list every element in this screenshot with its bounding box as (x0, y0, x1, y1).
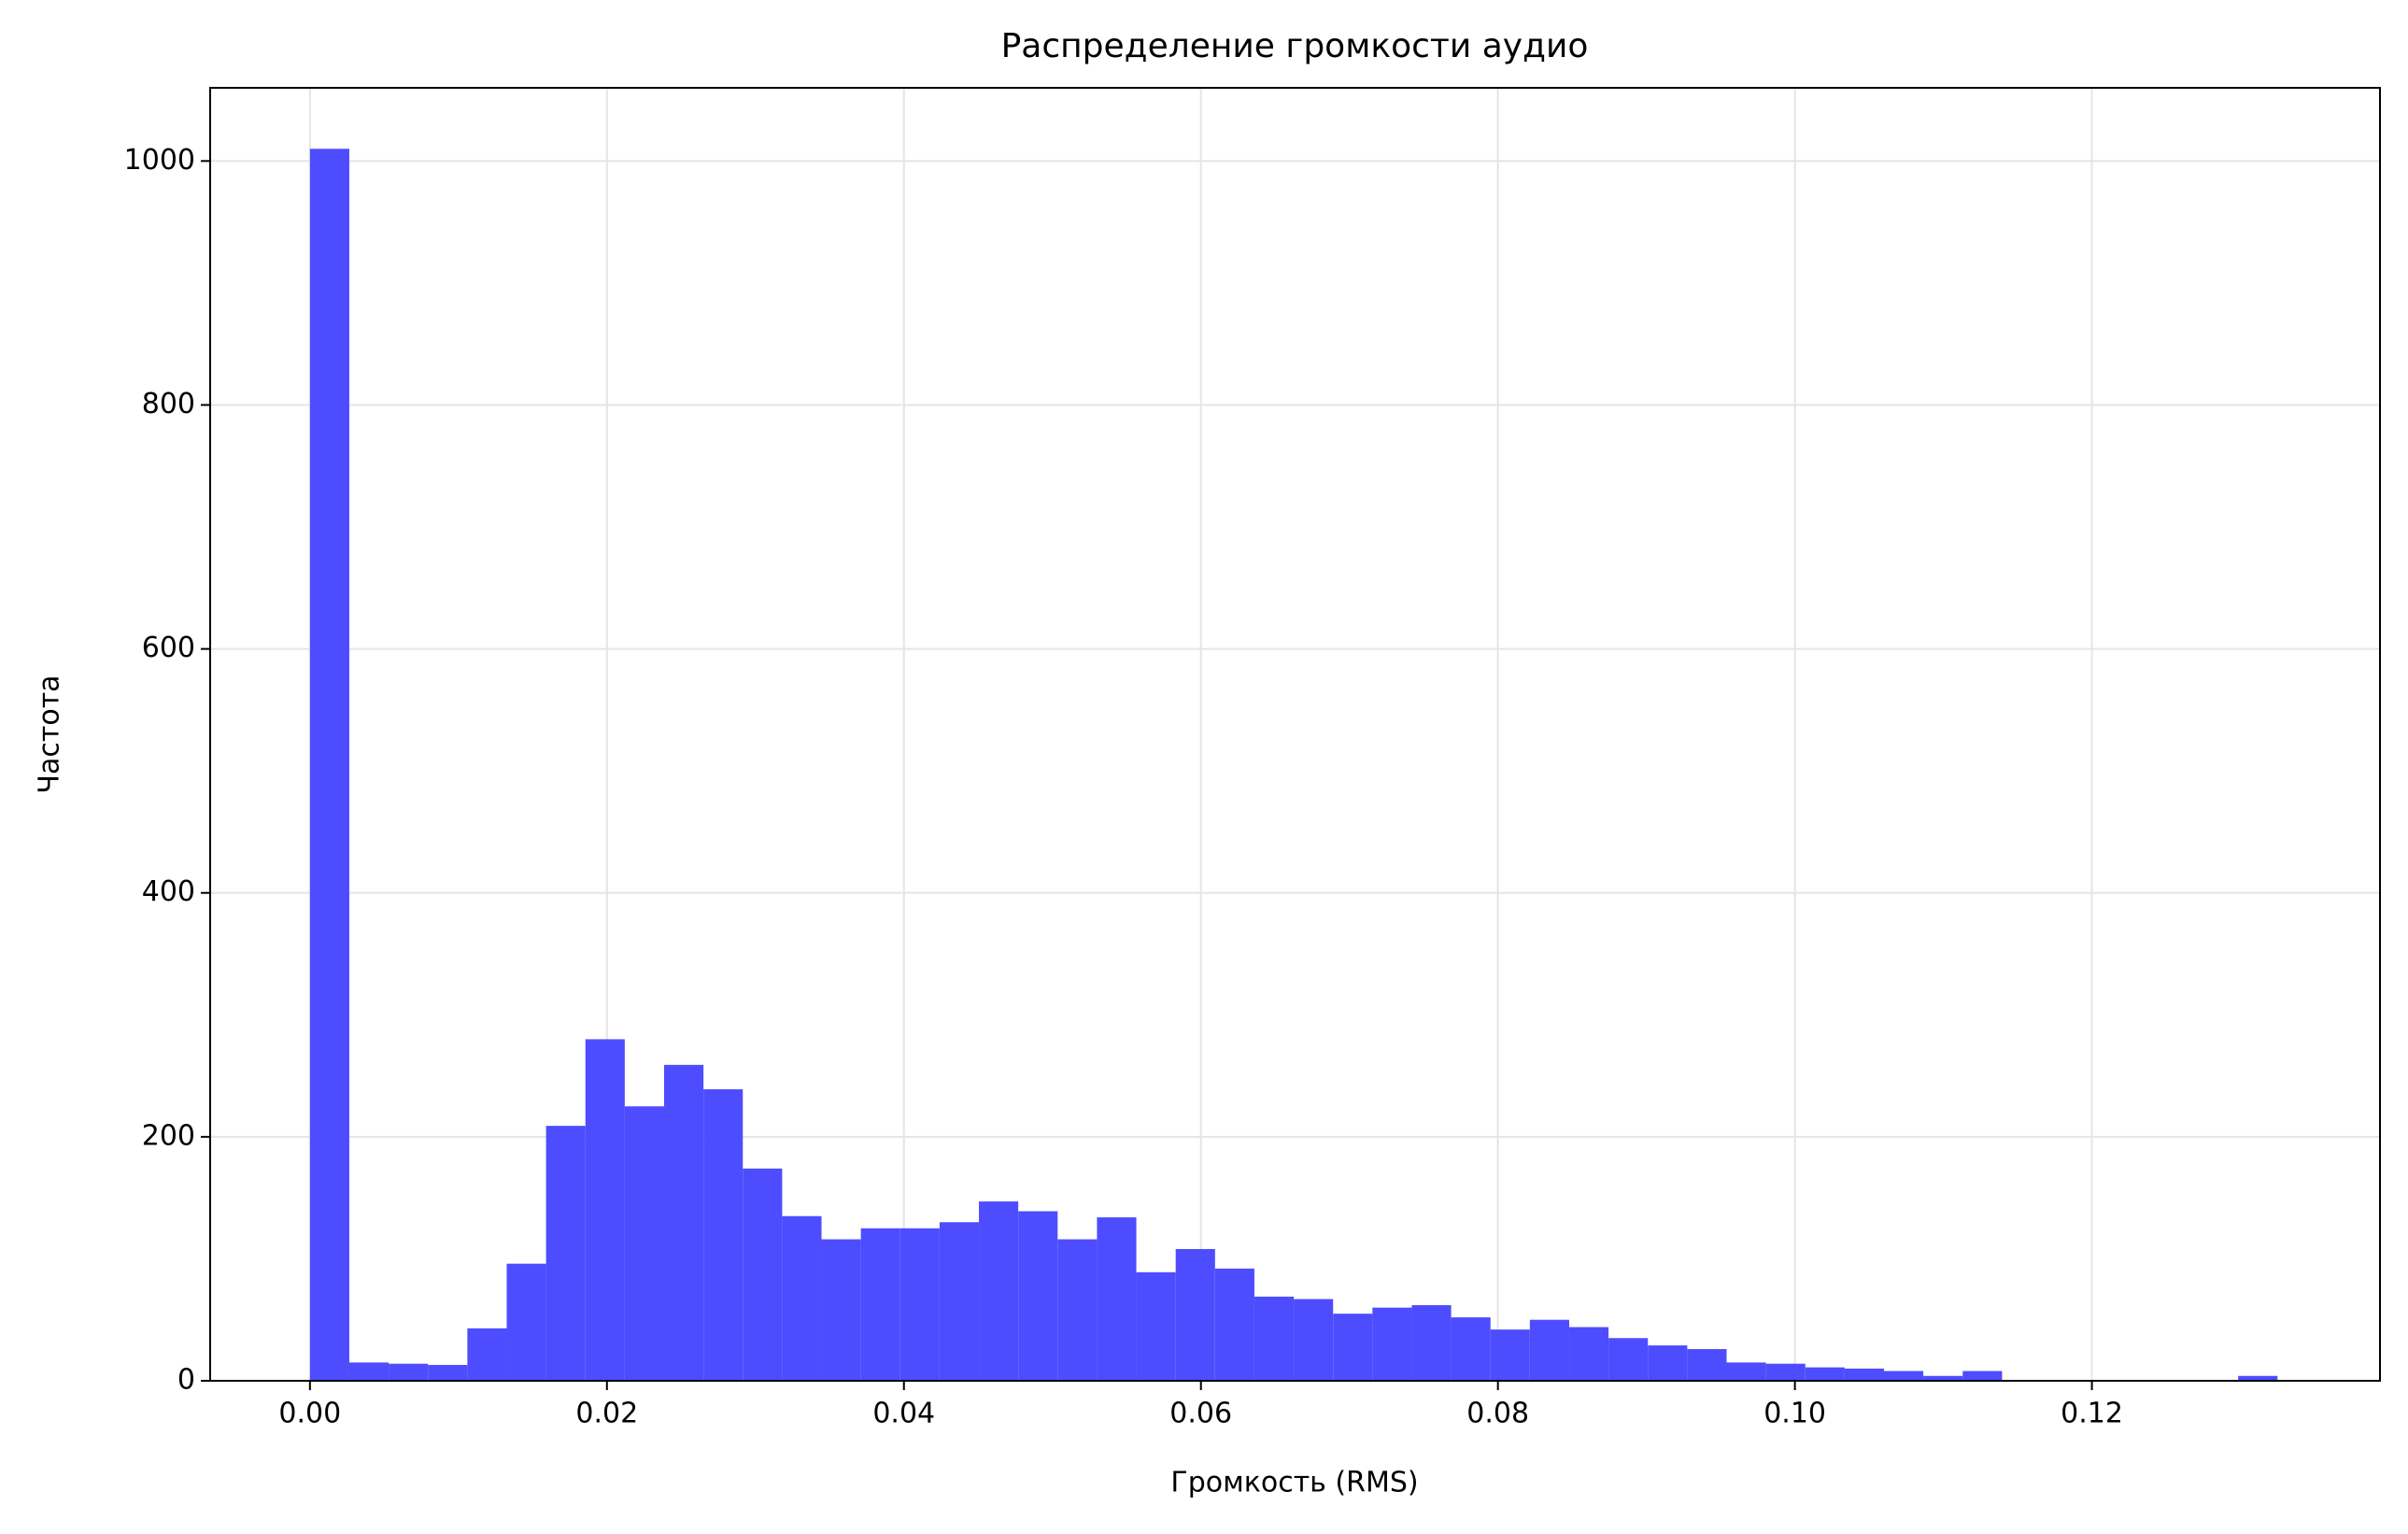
bar (348, 1362, 390, 1381)
bar (782, 1215, 822, 1381)
x-tick-label: 0.08 (1466, 1398, 1529, 1430)
bar (428, 1365, 468, 1381)
bar (389, 1363, 429, 1381)
y-axis-label: Частота (34, 675, 66, 793)
bar (1411, 1305, 1452, 1381)
bar (1529, 1319, 1569, 1381)
bar (1765, 1363, 1806, 1381)
bar (309, 149, 349, 1382)
x-tick-label: 0.00 (278, 1398, 341, 1430)
x-tick-label: 0.10 (1764, 1398, 1826, 1430)
bar (1805, 1367, 1845, 1381)
bar (1294, 1299, 1334, 1381)
y-tick-label: 400 (142, 875, 195, 908)
bar (1372, 1307, 1412, 1381)
bar (1608, 1338, 1649, 1381)
x-tick-label: 0.12 (2061, 1398, 2123, 1430)
bar (1648, 1345, 1688, 1381)
bar (1136, 1271, 1176, 1381)
bar (1923, 1375, 1963, 1381)
bar (1568, 1327, 1609, 1381)
bar (624, 1106, 664, 1381)
bar (467, 1328, 507, 1381)
bar (1097, 1217, 1137, 1381)
x-tick-label: 0.06 (1169, 1398, 1232, 1430)
bar (1962, 1371, 2003, 1381)
bar (860, 1228, 900, 1381)
y-tick-label: 200 (142, 1119, 195, 1152)
y-tick-label: 800 (142, 388, 195, 420)
bar (979, 1201, 1019, 1381)
bar (1884, 1371, 1924, 1381)
bar (1333, 1314, 1373, 1381)
y-tick-label: 600 (142, 632, 195, 664)
bar (743, 1168, 783, 1381)
bar (703, 1088, 744, 1381)
x-tick-label: 0.04 (872, 1398, 935, 1430)
bar (1254, 1296, 1295, 1381)
bar (1687, 1349, 1727, 1381)
x-tick-label: 0.02 (575, 1398, 638, 1430)
bar (2238, 1375, 2278, 1381)
bar (1214, 1268, 1254, 1381)
bar (1175, 1248, 1215, 1381)
y-tick-label: 0 (177, 1364, 195, 1397)
bar (821, 1239, 861, 1381)
plot-frame (209, 87, 2381, 1382)
bar (1490, 1329, 1530, 1381)
bar (1726, 1362, 1766, 1381)
bar (1451, 1317, 1491, 1381)
y-tick-label: 1000 (124, 144, 195, 177)
bar (1844, 1368, 1885, 1381)
bar (663, 1064, 704, 1381)
chart-title: Распределение громкости аудио (1001, 27, 1589, 65)
bar (545, 1126, 586, 1381)
bar (1018, 1211, 1058, 1381)
bar (1057, 1239, 1098, 1381)
bar (939, 1222, 980, 1381)
x-axis-label: Громкость (RMS) (1170, 1467, 1418, 1499)
bar (506, 1263, 546, 1381)
bar (899, 1228, 940, 1381)
bar (585, 1039, 625, 1381)
